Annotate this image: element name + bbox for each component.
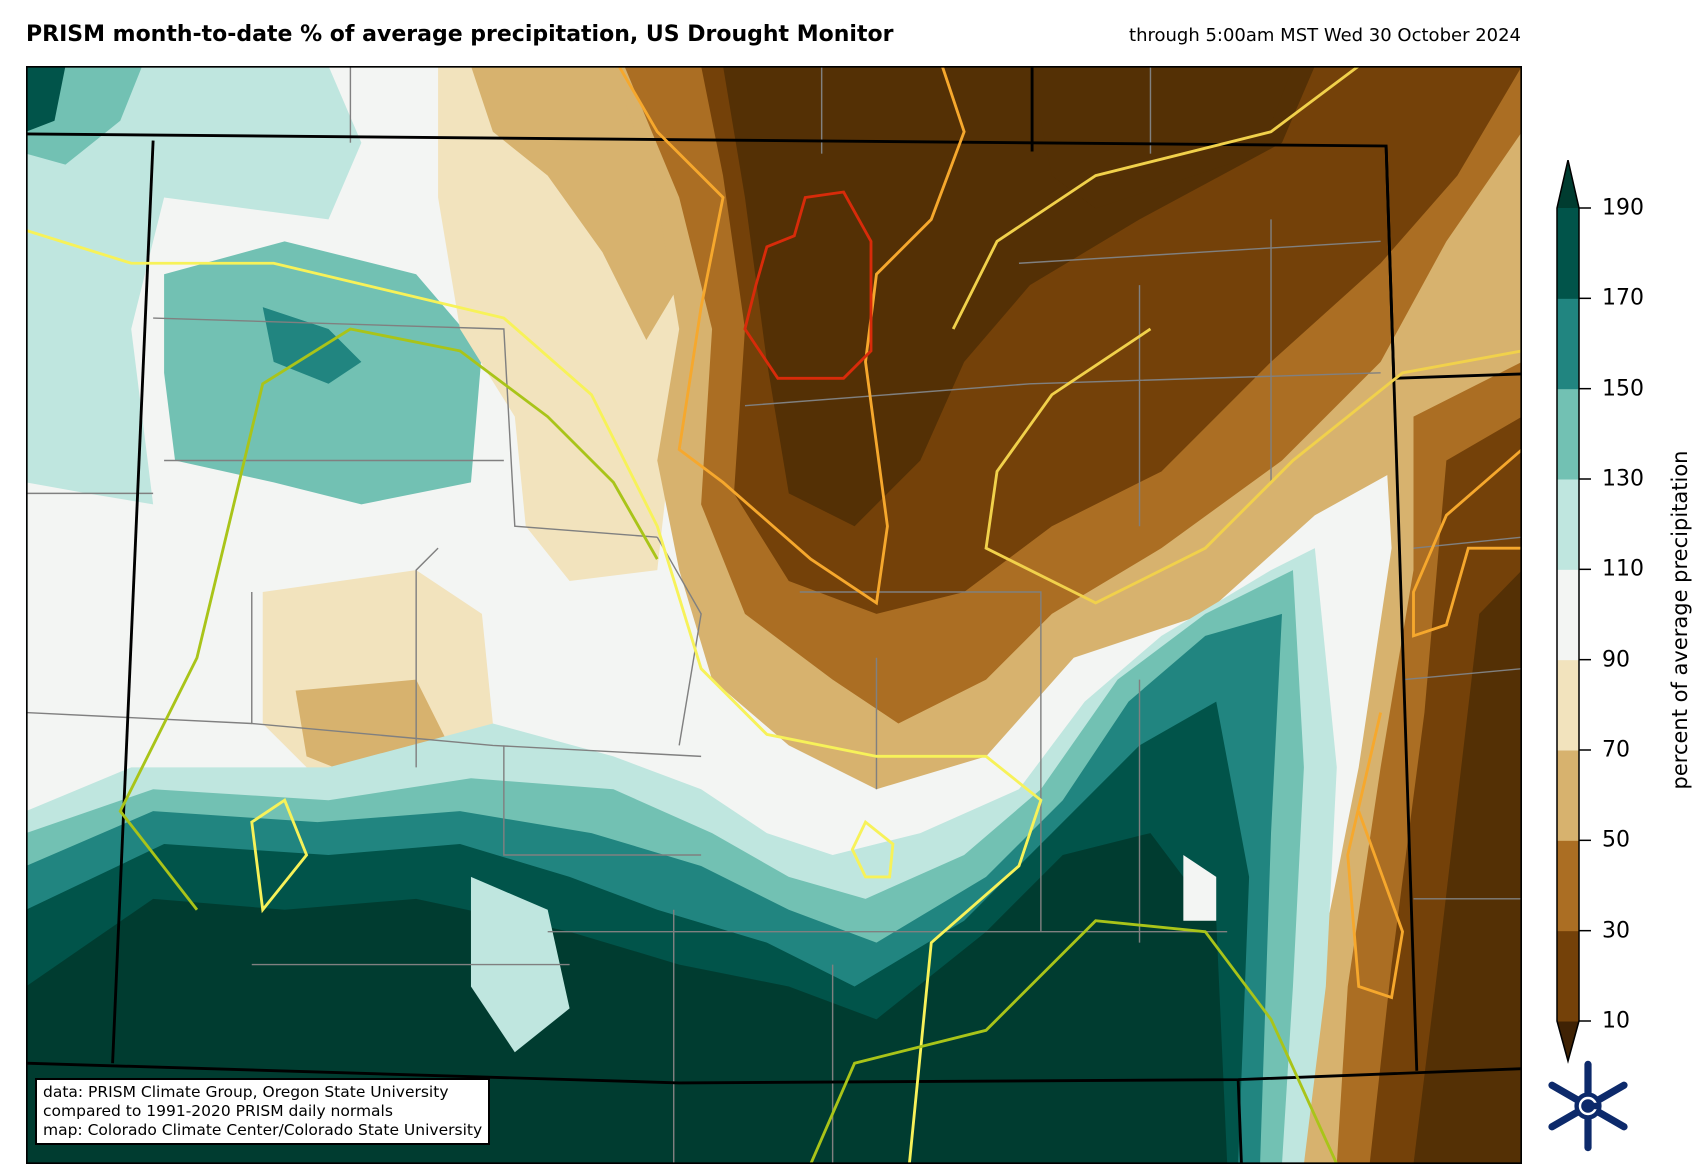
colorbar-tick-label: 10 xyxy=(1602,1008,1630,1034)
colorbar-segment xyxy=(1557,479,1579,570)
drought-contours xyxy=(26,66,1522,1164)
colorbar-tick-label: 190 xyxy=(1602,195,1644,221)
colorbar-tick-label: 70 xyxy=(1602,737,1630,763)
colorbar-segment xyxy=(1557,840,1579,932)
region-lt10 xyxy=(1413,570,1522,1164)
region-lt10 xyxy=(1029,66,1293,209)
colorbar-tick-label: 90 xyxy=(1602,647,1630,673)
colorbar-segment xyxy=(1557,569,1579,661)
colorbar-segment xyxy=(1557,208,1579,299)
colorbar-segment xyxy=(1557,388,1579,480)
credits-box: data: PRISM Climate Group, Oregon State … xyxy=(35,1078,491,1145)
colorbar xyxy=(1556,160,1591,1064)
colorbar-tick-label: 110 xyxy=(1602,556,1644,582)
colorbar-segment xyxy=(1557,298,1579,390)
colorbar-segment xyxy=(1557,750,1579,841)
valid-time: through 5:00am MST Wed 30 October 2024 xyxy=(1129,25,1521,46)
county-boundaries xyxy=(26,66,1522,1164)
colorbar-label: percent of average precipitation xyxy=(1668,450,1692,790)
precipitation-map xyxy=(26,66,1522,1164)
colorbar-extend-high xyxy=(1557,160,1579,208)
credit-map-author: map: Colorado Climate Center/Colorado St… xyxy=(43,1121,483,1139)
region-90-110 xyxy=(1183,854,1217,921)
colorbar-tick-label: 50 xyxy=(1602,827,1630,853)
state-boundaries xyxy=(26,66,1522,1164)
colorbar-tick-label: 130 xyxy=(1602,466,1644,492)
credit-normals: compared to 1991-2020 PRISM daily normal… xyxy=(43,1102,393,1120)
colorado-climate-center-snowflake-logo xyxy=(1548,1060,1628,1152)
colorbar-tick-label: 150 xyxy=(1602,376,1644,402)
region-50-70 xyxy=(470,66,680,340)
colorbar-extend-low xyxy=(1557,1021,1579,1061)
map-title: PRISM month-to-date % of average precipi… xyxy=(26,22,894,47)
credit-data-source: data: PRISM Climate Group, Oregon State … xyxy=(43,1083,449,1101)
colorbar-tick-label: 30 xyxy=(1602,918,1630,944)
region-150-170 xyxy=(262,307,362,384)
colorbar-segment xyxy=(1557,659,1579,751)
region-150-170 xyxy=(26,66,66,132)
colorbar-tick-label: 170 xyxy=(1602,285,1644,311)
region-110-130 xyxy=(26,66,362,505)
colorbar-segment xyxy=(1557,930,1579,1022)
